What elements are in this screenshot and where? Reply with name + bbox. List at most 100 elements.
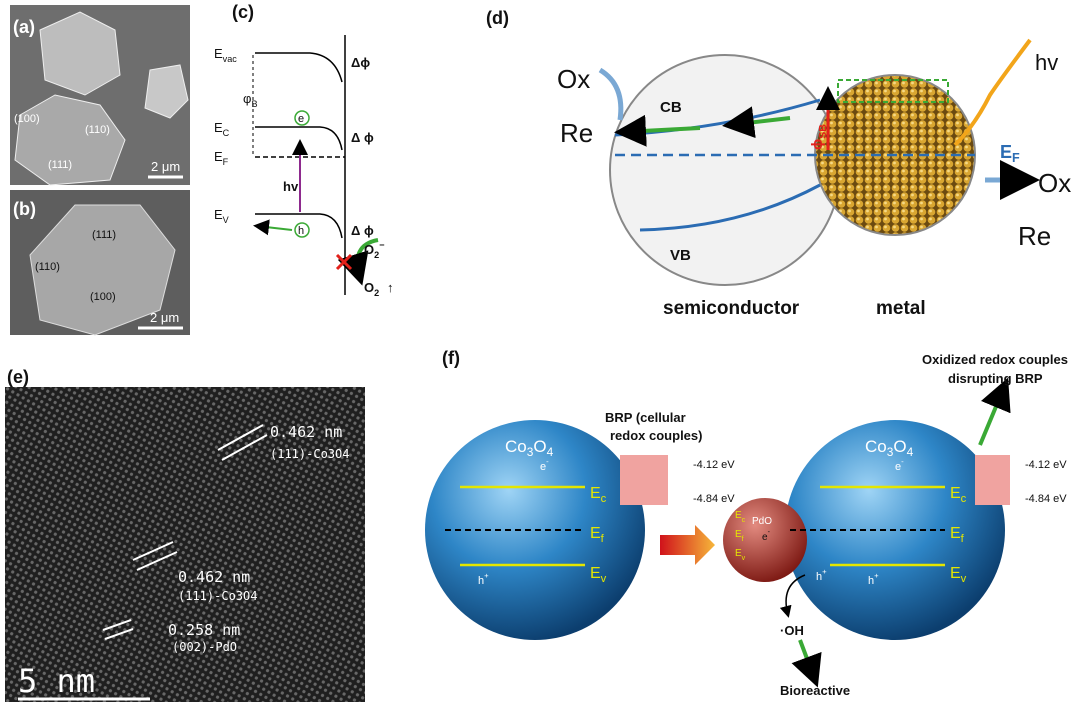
facet: (111) [92, 229, 116, 241]
panel-label: (a) [13, 17, 35, 37]
transition-arrow [660, 525, 715, 565]
text-part: c [742, 517, 746, 524]
hydroxyl: ·OH [780, 623, 804, 638]
energy-level: -4.84 eV [693, 493, 735, 505]
panel-f: (f) BRP (cellular redox couples) Oxidize… [425, 348, 1068, 698]
panel-label: (f) [442, 348, 460, 368]
barrier-label: φB [243, 91, 258, 109]
text-part: E [950, 485, 961, 502]
facet: (100) [14, 113, 40, 125]
text-part: 4 [907, 445, 914, 459]
bioreactive-arrow [800, 640, 815, 680]
bioreactive-label: Bioreactive [780, 683, 850, 698]
brp-box [975, 455, 1010, 505]
text-part: 2 [374, 250, 379, 260]
brp-box [620, 455, 668, 505]
panel-label: (d) [486, 8, 509, 28]
text-part: Co [865, 437, 887, 456]
text-part: B [251, 99, 257, 109]
text-part: V [223, 215, 230, 225]
figure: (a) (100) (110) (111) 2 μm (b) (111) (11… [0, 0, 1077, 702]
text-part: E [214, 207, 223, 222]
text-part: E [590, 485, 601, 502]
text-part: SB [817, 124, 829, 139]
fringe-plane: (111)-Co3O4 [270, 447, 349, 461]
text-part: ϕ [809, 139, 826, 150]
hole-label: h [298, 225, 304, 237]
oxidized-label: Oxidized redox couples [922, 352, 1068, 367]
text-part: - [901, 457, 904, 466]
semiconductor-sphere [610, 55, 840, 285]
text-part: O [364, 280, 374, 295]
oxygen-arrow: ↑ [387, 280, 394, 295]
hole-arrow [257, 226, 292, 230]
brp-label: redox couples) [610, 428, 702, 443]
text-part: φ [243, 91, 251, 106]
metal-label: metal [876, 298, 926, 319]
level-label: EV [214, 207, 230, 225]
band-bending: Δϕ [351, 55, 370, 70]
band-bending: Δ ϕ [351, 130, 374, 145]
text-part: v [961, 573, 967, 585]
text-part: E [1000, 142, 1012, 162]
text-part: - [546, 457, 549, 466]
body: (a) (100) (110) (111) 2 μm (b) (111) (11… [0, 0, 1077, 702]
text-part: c [601, 493, 607, 505]
panel-b: (b) (111) (110) (100) 2 μm [10, 190, 190, 335]
panel-e: (e) 0.462 nm (111)-Co3O4 0.462 nm (111)-… [5, 367, 365, 702]
text-part: + [874, 571, 879, 580]
text-part: 2 [374, 288, 379, 298]
panel-c: (c) Evac EC EF EV φB Δϕ Δ ϕ Δ ϕ hv e h O… [214, 2, 394, 298]
text-part: E [214, 149, 223, 164]
text-part: E [950, 525, 961, 542]
energy-level: -4.12 eV [1025, 459, 1067, 471]
conduction-band [255, 127, 342, 150]
energy-level: -4.12 eV [693, 459, 735, 471]
brp-label: BRP (cellular [605, 410, 686, 425]
fermi-label: EF [1000, 142, 1020, 165]
vacuum-level [255, 53, 342, 82]
panel-d: (d) Ox Re CB VB ϕSB hv EF Ox Re semicond… [486, 8, 1071, 319]
text-part: vac [223, 54, 238, 64]
re-label: Re [560, 118, 593, 148]
pdo-label: PdO [752, 516, 772, 527]
energy-level: -4.84 eV [1025, 493, 1067, 505]
level-label: EF [214, 149, 229, 167]
electron-label: e [298, 113, 304, 125]
vb-label: VB [670, 247, 691, 264]
band-bending: Δ ϕ [351, 223, 374, 238]
facet: (110) [85, 124, 110, 136]
text-part: f [742, 536, 744, 543]
text-part: v [742, 555, 746, 562]
panel-label: (b) [13, 199, 36, 219]
facet: (111) [48, 159, 72, 171]
redox-arrow [600, 70, 621, 120]
ox-label: Ox [1038, 168, 1071, 198]
level-label: EC [214, 120, 230, 138]
re-label: Re [1018, 221, 1051, 251]
photon-label: hv [283, 179, 299, 194]
text-part: v [601, 573, 607, 585]
superoxide: O2− [364, 240, 385, 260]
text-part: C [223, 128, 230, 138]
text-part: c [961, 493, 967, 505]
text-part: + [484, 571, 489, 580]
oxygen: O2 [364, 280, 379, 298]
text-part: E [590, 525, 601, 542]
scale-label: 5 nm [18, 662, 95, 700]
level-label: Evac [214, 46, 237, 64]
facet: (100) [90, 291, 116, 303]
scale-label: 2 μm [151, 159, 180, 174]
text-part: F [1012, 151, 1020, 165]
ox-label: Ox [557, 64, 590, 94]
fringe-plane: (111)-Co3O4 [178, 589, 257, 603]
text-part: + [822, 567, 827, 576]
fringe-spacing: 0.462 nm [270, 423, 342, 441]
text-part: F [223, 157, 229, 167]
text-part: − [379, 240, 384, 250]
panel-label: (c) [232, 2, 254, 22]
text-part: E [950, 565, 961, 582]
fringe-spacing: 0.462 nm [178, 568, 250, 586]
oxidation-arrow [980, 385, 1005, 445]
semiconductor-label: semiconductor [663, 298, 800, 319]
